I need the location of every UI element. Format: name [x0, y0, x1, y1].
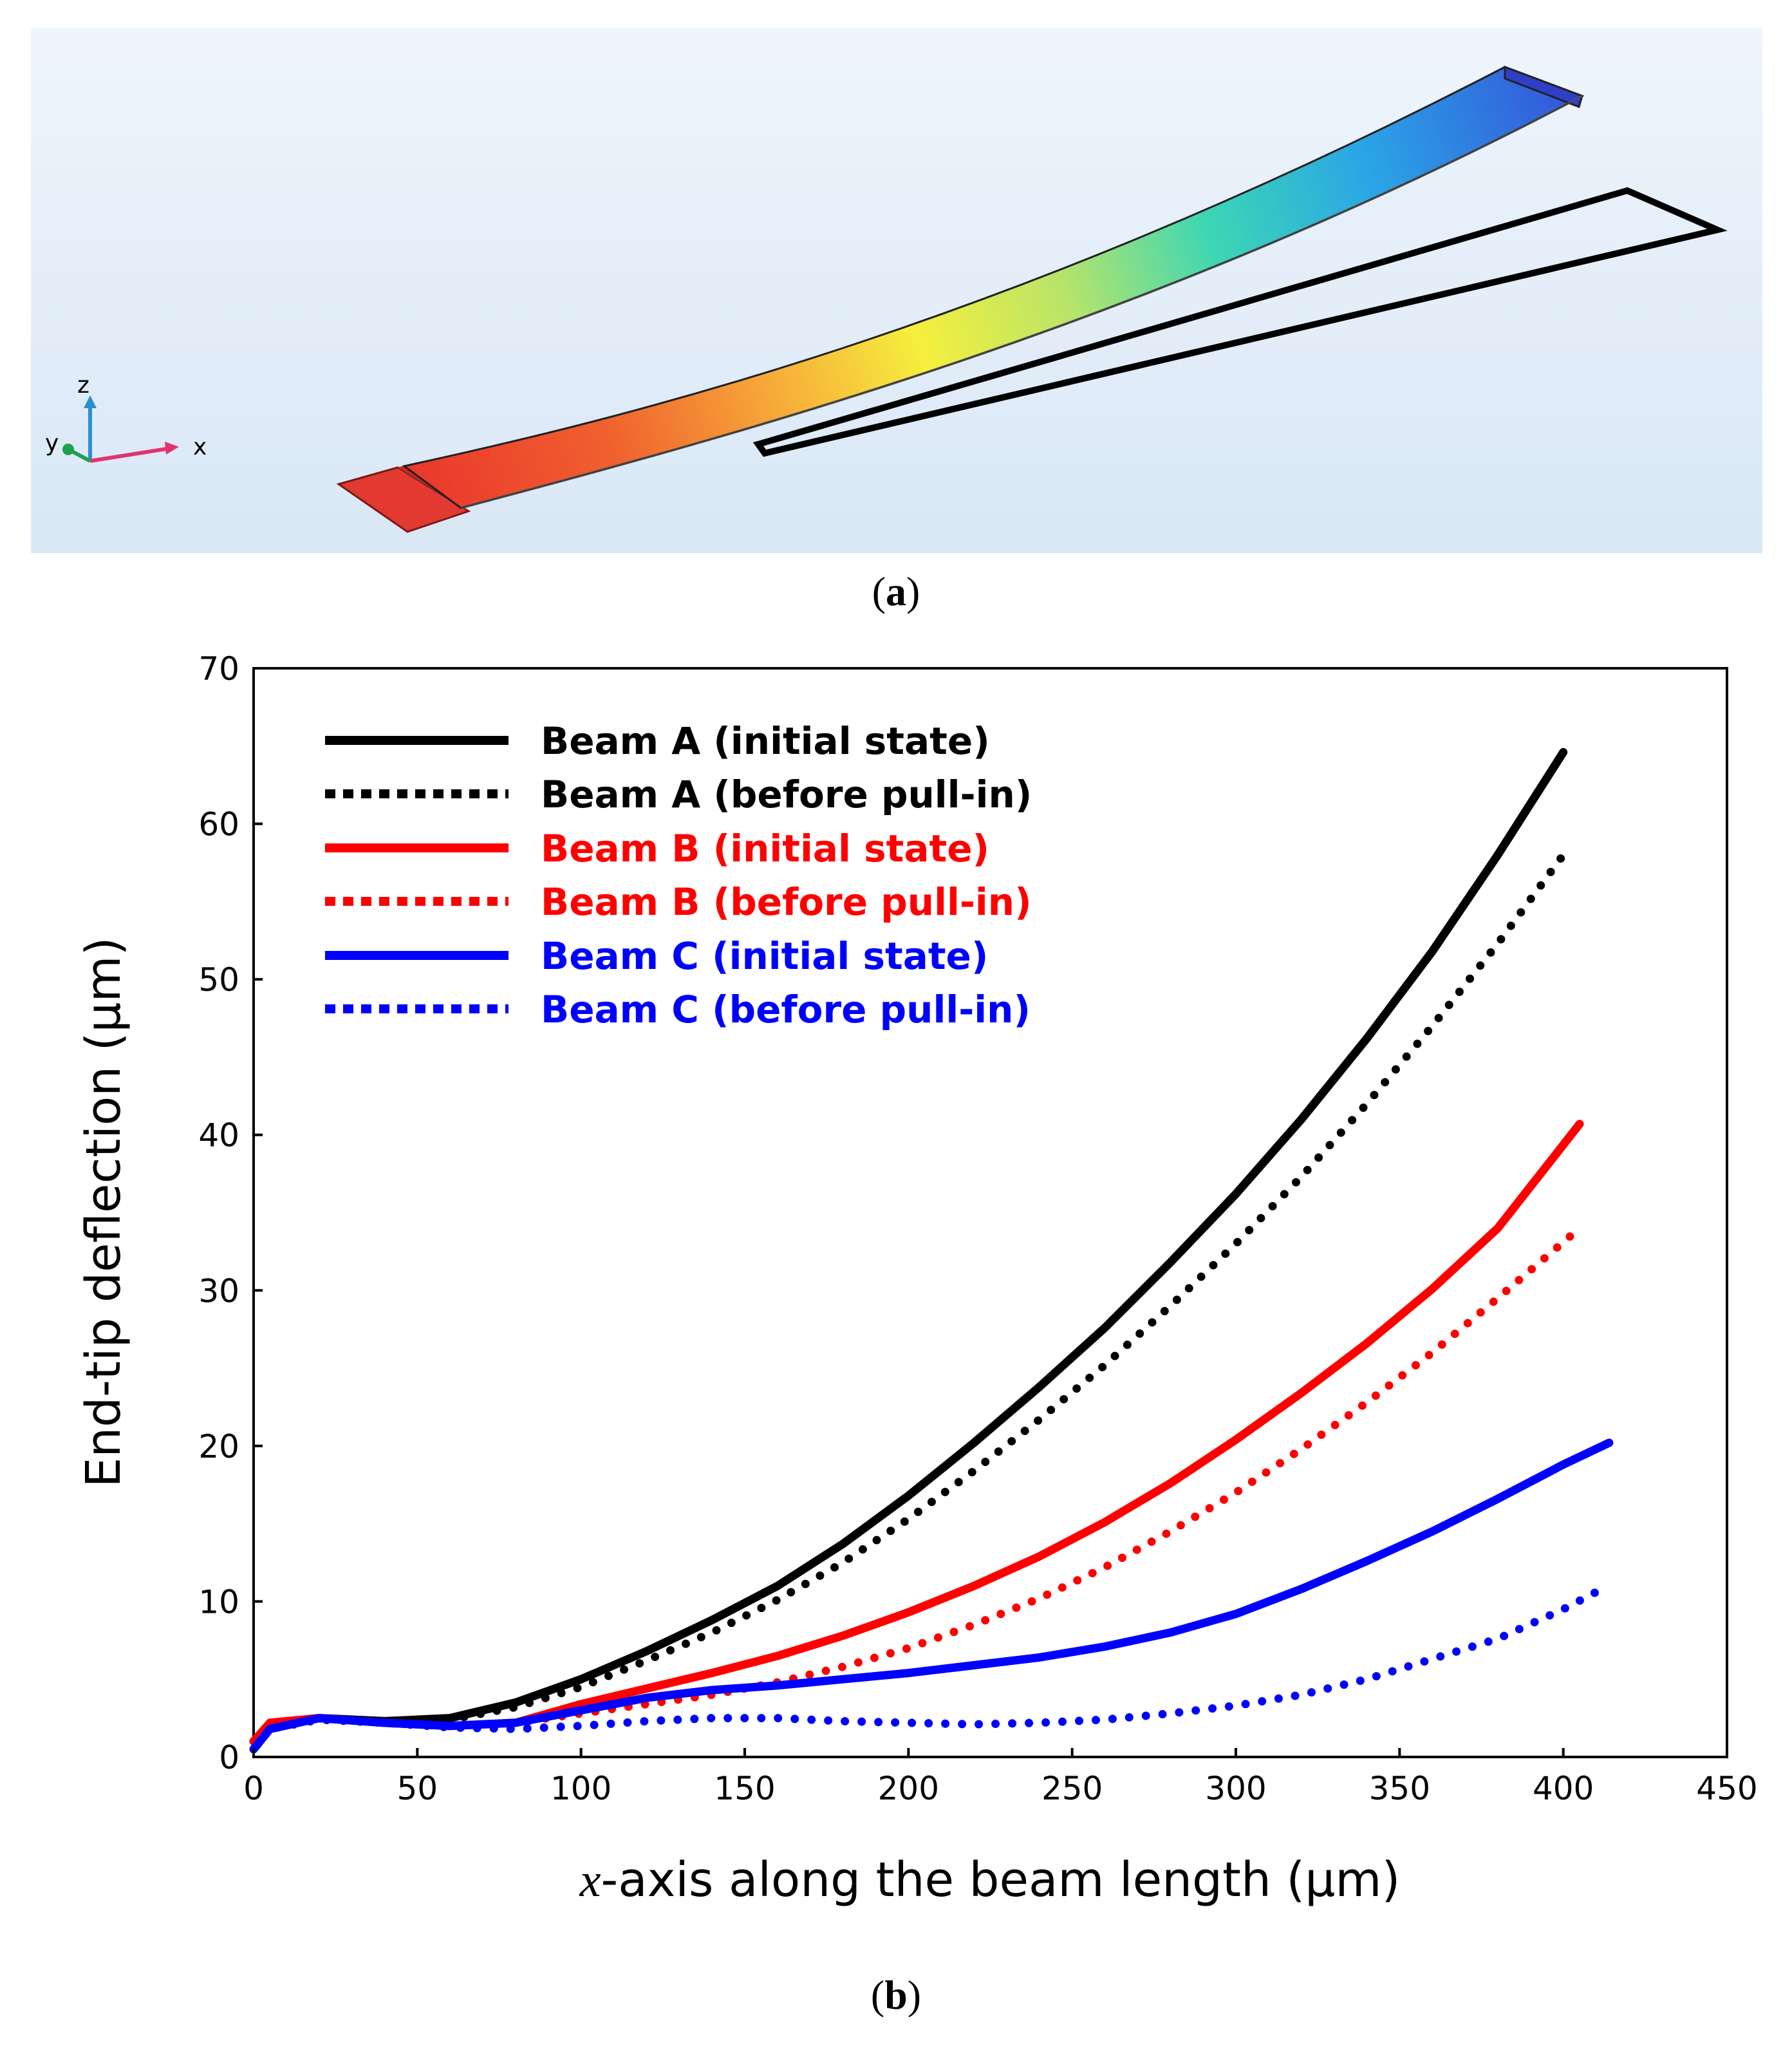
- legend-label-beam-a-initial: Beam A (initial state): [541, 719, 990, 763]
- svg-text:(a): (a): [872, 568, 920, 614]
- legend: Beam A (initial state) Beam A (before pu…: [325, 719, 1032, 1031]
- series-line-beam-b-before-pull-in: [249, 1224, 1584, 1746]
- y-tick-label: 50: [198, 961, 239, 999]
- caption-b-letter: b: [884, 1972, 908, 2018]
- y-tick-label: 0: [219, 1739, 239, 1776]
- x-tick-label: 150: [714, 1770, 775, 1807]
- x-tick-label: 350: [1369, 1770, 1430, 1807]
- plot-frame: [252, 667, 1728, 1758]
- legend-label-beam-b-initial: Beam B (initial state): [541, 827, 989, 870]
- axis-triad: z y x: [45, 372, 207, 463]
- beam-3d-render: z y x: [31, 28, 1762, 553]
- x-axis-title: x-axis along the beam length (µm): [579, 1852, 1401, 1908]
- x-tick-label: 100: [550, 1770, 611, 1807]
- caption-a: (a): [872, 568, 920, 614]
- beam-edge-highlight: [460, 95, 1583, 509]
- tick-layer: 0 50 100 150 200 250 300 350 400 450 0 10 20 30 40 50 60…: [198, 650, 1757, 1807]
- caption-a-letter: a: [886, 568, 906, 614]
- series-line-beam-c-before-pull-in: [249, 1588, 1600, 1754]
- y-axis-title: End-tip deflection (µm): [76, 937, 131, 1488]
- y-tick-label: 70: [198, 650, 239, 688]
- x-tick-label: 250: [1041, 1770, 1103, 1807]
- legend-label-beam-b-pullin: Beam B (before pull-in): [541, 880, 1032, 924]
- legend-entry: Beam C (initial state): [325, 934, 988, 978]
- triad-y-label: y: [45, 430, 59, 456]
- x-tick-label: 200: [878, 1770, 939, 1807]
- y-tick-label: 60: [198, 806, 239, 843]
- y-tick-label: 20: [198, 1428, 239, 1465]
- undeformed-beam-outline: [752, 187, 1728, 457]
- legend-entry: Beam B (initial state): [325, 827, 989, 870]
- legend-entry: Beam A (before pull-in): [325, 773, 1032, 816]
- y-tick-label: 40: [198, 1117, 239, 1154]
- legend-entry: Beam C (before pull-in): [325, 988, 1031, 1031]
- deflection-chart: 0 50 100 150 200 250 300 350 400 450 0 10 20 30 40 50 60…: [76, 650, 1758, 2018]
- caption-b: (b): [871, 1972, 921, 2018]
- triad-z-label: z: [77, 372, 89, 399]
- triad-x-label: x: [193, 434, 207, 460]
- legend-entry: Beam A (initial state): [325, 719, 990, 763]
- legend-label-beam-c-initial: Beam C (initial state): [541, 934, 988, 978]
- legend-label-beam-a-pullin: Beam A (before pull-in): [541, 773, 1032, 816]
- x-tick-label: 450: [1696, 1770, 1757, 1807]
- y-tick-label: 10: [198, 1583, 239, 1620]
- x-axis-title-rest: -axis along the beam length (µm): [601, 1852, 1401, 1908]
- x-tick-label: 0: [243, 1770, 264, 1807]
- legend-label-beam-c-pullin: Beam C (before pull-in): [541, 988, 1031, 1031]
- x-tick-label: 300: [1205, 1770, 1266, 1807]
- x-axis-title-var: x: [579, 1854, 601, 1907]
- x-tick-label: 400: [1533, 1770, 1594, 1807]
- y-tick-label: 30: [198, 1272, 239, 1310]
- legend-entry: Beam B (before pull-in): [325, 880, 1032, 924]
- x-tick-label: 50: [397, 1770, 438, 1807]
- plot-layer: [249, 747, 1614, 1754]
- deformed-beam-tip: [1504, 65, 1583, 108]
- series-line-beam-b-initial-state: [249, 1120, 1584, 1746]
- series-line-beam-c-initial-state: [249, 1438, 1614, 1754]
